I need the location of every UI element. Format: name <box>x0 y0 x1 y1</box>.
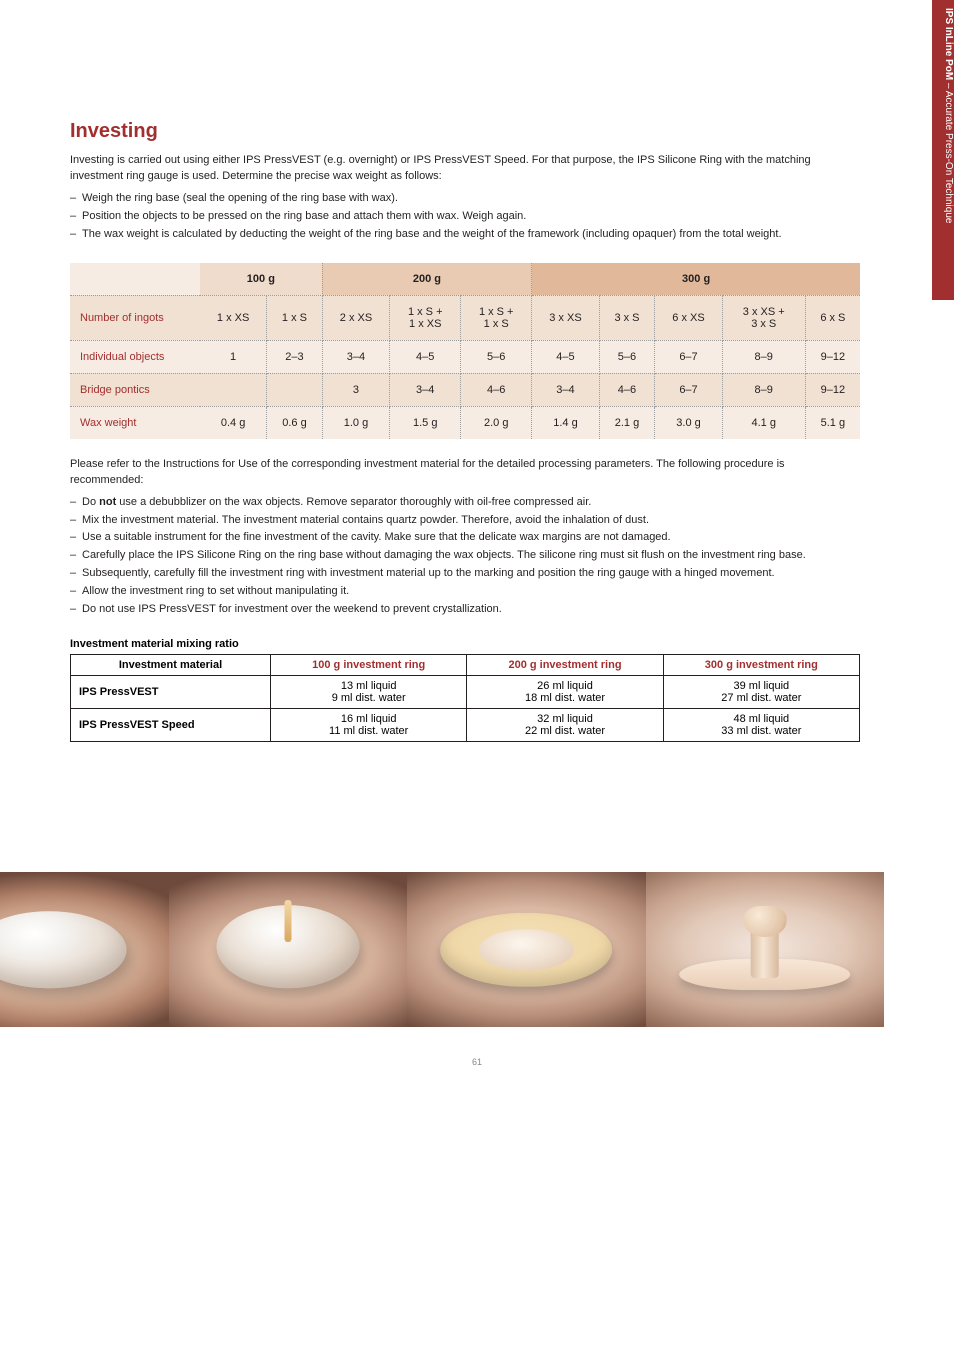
mix-cell: 16 ml liquid 11 ml dist. water <box>271 709 467 742</box>
table-cell: 4.1 g <box>722 406 805 439</box>
table-cell: 4–6 <box>599 373 655 406</box>
list-item: Do not use IPS PressVEST for investment … <box>70 602 860 618</box>
list-item: Weigh the ring base (seal the opening of… <box>70 191 860 207</box>
header-300g: 300 g <box>532 263 860 296</box>
list-item: Subsequently, carefully fill the investm… <box>70 566 860 582</box>
row-label: Bridge pontics <box>70 373 200 406</box>
table-cell: 5.1 g <box>805 406 860 439</box>
blank-header <box>70 263 200 296</box>
list-item: Position the objects to be pressed on th… <box>70 209 860 225</box>
photo-1 <box>0 872 169 1027</box>
list-item: Use a suitable instrument for the fine i… <box>70 530 860 546</box>
mix-header-row: Investment material 100 g investment rin… <box>71 655 860 676</box>
table-cell: 4–5 <box>532 340 600 373</box>
ingot-table: 100 g 200 g 300 g Number of ingots1 x XS… <box>70 263 860 439</box>
table-cell: 0.6 g <box>267 406 323 439</box>
table-cell: 1 x S + 1 x XS <box>390 295 461 340</box>
photo-row <box>0 872 884 1027</box>
table-row: Wax weight0.4 g0.6 g1.0 g1.5 g2.0 g1.4 g… <box>70 406 860 439</box>
mix-row-label: IPS PressVEST <box>71 676 271 709</box>
list-item: Allow the investment ring to set without… <box>70 584 860 600</box>
table-row: IPS PressVEST13 ml liquid 9 ml dist. wat… <box>71 676 860 709</box>
table-cell: 1 x XS <box>200 295 267 340</box>
table-cell: 3–4 <box>322 340 390 373</box>
list-item: Do not use a debubblizer on the wax obje… <box>70 495 860 511</box>
table-cell: 3–4 <box>390 373 461 406</box>
table-row: Number of ingots1 x XS1 x S2 x XS1 x S +… <box>70 295 860 340</box>
page-number: 61 <box>0 1057 954 1067</box>
table-cell: 9–12 <box>805 373 860 406</box>
table-cell: 6 x XS <box>655 295 723 340</box>
header-100g: 100 g <box>200 263 322 296</box>
mix-h2: 200 g investment ring <box>467 655 663 676</box>
mix-cell: 32 ml liquid 22 ml dist. water <box>467 709 663 742</box>
table-cell: 4–6 <box>461 373 532 406</box>
section-title: Investing <box>70 120 860 143</box>
side-tab: IPS InLine PoM – Accurate Press-On Techn… <box>932 0 954 300</box>
ingot-header-row: 100 g 200 g 300 g <box>70 263 860 296</box>
mix-h3: 300 g investment ring <box>663 655 859 676</box>
side-tab-bold: IPS InLine PoM <box>943 8 954 80</box>
table-cell: 2–3 <box>267 340 323 373</box>
table-cell: 3–4 <box>532 373 600 406</box>
mix-h1: 100 g investment ring <box>271 655 467 676</box>
table-cell: 1 <box>200 340 267 373</box>
photo-3 <box>407 872 646 1027</box>
table-cell: 1 x S + 1 x S <box>461 295 532 340</box>
table-cell: 2.0 g <box>461 406 532 439</box>
mix-cell: 26 ml liquid 18 ml dist. water <box>467 676 663 709</box>
list-item: Carefully place the IPS Silicone Ring on… <box>70 548 860 564</box>
mix-cell: 39 ml liquid 27 ml dist. water <box>663 676 859 709</box>
row-label: Number of ingots <box>70 295 200 340</box>
table-cell: 3 x S <box>599 295 655 340</box>
table-cell: 6–7 <box>655 340 723 373</box>
bullet-list-2: Do not use a debubblizer on the wax obje… <box>70 495 860 619</box>
table-cell <box>200 373 267 406</box>
table-cell: 3 x XS <box>532 295 600 340</box>
row-label: Wax weight <box>70 406 200 439</box>
table-cell: 1 x S <box>267 295 323 340</box>
table-row: IPS PressVEST Speed16 ml liquid 11 ml di… <box>71 709 860 742</box>
intro-paragraph: Investing is carried out using either IP… <box>70 153 860 185</box>
table-cell: 2.1 g <box>599 406 655 439</box>
table-cell: 6–7 <box>655 373 723 406</box>
table-cell: 5–6 <box>461 340 532 373</box>
table-cell <box>267 373 323 406</box>
mix-cell: 13 ml liquid 9 ml dist. water <box>271 676 467 709</box>
table-cell: 1.0 g <box>322 406 390 439</box>
mix-cell: 48 ml liquid 33 ml dist. water <box>663 709 859 742</box>
list-item: The wax weight is calculated by deductin… <box>70 227 860 243</box>
header-200g: 200 g <box>322 263 531 296</box>
table-cell: 2 x XS <box>322 295 390 340</box>
table-cell: 1.5 g <box>390 406 461 439</box>
mix-h0: Investment material <box>71 655 271 676</box>
table-cell: 8–9 <box>722 340 805 373</box>
page-content: Investing Investing is carried out using… <box>0 0 930 782</box>
table-cell: 3.0 g <box>655 406 723 439</box>
bullet-list-1: Weigh the ring base (seal the opening of… <box>70 191 860 243</box>
list-item: Mix the investment material. The investm… <box>70 513 860 529</box>
photo-4 <box>646 872 885 1027</box>
table-cell: 9–12 <box>805 340 860 373</box>
table-cell: 4–5 <box>390 340 461 373</box>
note-paragraph: Please refer to the Instructions for Use… <box>70 457 860 489</box>
side-tab-rest: – Accurate Press-On Technique <box>943 80 954 223</box>
table-cell: 5–6 <box>599 340 655 373</box>
table-row: Bridge pontics33–44–63–44–66–78–99–12 <box>70 373 860 406</box>
mix-title: Investment material mixing ratio <box>70 638 860 650</box>
photo-2 <box>169 872 408 1027</box>
table-row: Individual objects12–33–44–55–64–55–66–7… <box>70 340 860 373</box>
table-cell: 8–9 <box>722 373 805 406</box>
mix-row-label: IPS PressVEST Speed <box>71 709 271 742</box>
table-cell: 1.4 g <box>532 406 600 439</box>
row-label: Individual objects <box>70 340 200 373</box>
table-cell: 3 <box>322 373 390 406</box>
table-cell: 0.4 g <box>200 406 267 439</box>
table-cell: 6 x S <box>805 295 860 340</box>
mix-table: Investment material 100 g investment rin… <box>70 654 860 742</box>
table-cell: 3 x XS + 3 x S <box>722 295 805 340</box>
